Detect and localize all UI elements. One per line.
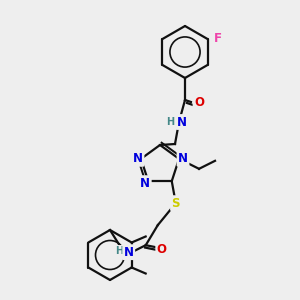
- Text: O: O: [157, 243, 167, 256]
- Text: F: F: [214, 32, 221, 46]
- Text: S: S: [172, 197, 180, 210]
- Text: N: N: [133, 152, 143, 165]
- Text: N: N: [124, 246, 134, 259]
- Text: N: N: [178, 152, 188, 165]
- Text: H: H: [115, 246, 123, 256]
- Text: N: N: [140, 177, 150, 190]
- Text: N: N: [177, 116, 187, 128]
- Text: H: H: [166, 117, 174, 127]
- Text: O: O: [194, 97, 204, 110]
